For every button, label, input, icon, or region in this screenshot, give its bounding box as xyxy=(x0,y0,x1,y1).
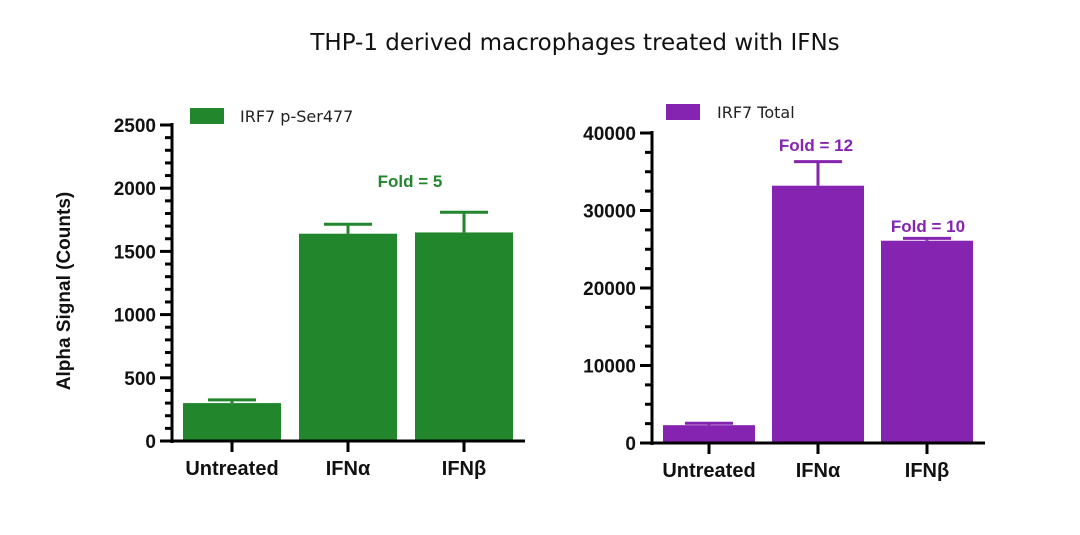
y-tick-label: 1000 xyxy=(114,306,156,327)
bar-Untreated xyxy=(183,403,281,441)
fold-annotation: Fold = 10 xyxy=(891,217,965,236)
y-tick-label: 500 xyxy=(124,369,156,390)
bar-chart-1: IRF7 p-Ser477 0 500 1000 1500 2000 2500 Untreat… xyxy=(54,107,525,480)
bar-chart-2: IRF7 Total 0 10000 20000 30000 40000 Untreated… xyxy=(583,103,985,482)
bar-IFNα xyxy=(772,185,864,443)
fold-annotation: Fold = 12 xyxy=(779,136,853,155)
chart-title: THP-1 derived macrophages treated with I… xyxy=(310,30,840,56)
bar-IFNα xyxy=(299,233,397,441)
fold-annotation: Fold = 5 xyxy=(378,172,443,191)
y-tick-label: 2500 xyxy=(114,116,156,137)
x-category-label: IFNβ xyxy=(442,458,486,480)
y-tick-label: 0 xyxy=(145,432,156,453)
y-axis-label: Alpha Signal (Counts) xyxy=(54,192,75,390)
x-category-label: Untreated xyxy=(185,458,278,480)
bar-IFNβ xyxy=(881,240,973,443)
legend-swatch xyxy=(190,108,224,124)
bar-Untreated xyxy=(663,425,755,443)
x-category-label: Untreated xyxy=(662,460,755,482)
legend-label: IRF7 Total xyxy=(717,103,795,122)
y-tick-label: 0 xyxy=(625,434,636,455)
x-category-label: IFNβ xyxy=(905,460,949,482)
y-tick-label: 40000 xyxy=(583,124,636,145)
bar-IFNβ xyxy=(415,232,513,441)
y-tick-label: 20000 xyxy=(583,279,636,300)
x-category-label: IFNα xyxy=(796,460,841,482)
y-tick-label: 30000 xyxy=(583,202,636,223)
x-category-label: IFNα xyxy=(326,458,371,480)
y-tick-label: 1500 xyxy=(114,242,156,263)
legend-swatch xyxy=(666,104,700,120)
legend-label: IRF7 p-Ser477 xyxy=(240,107,353,126)
y-tick-label: 10000 xyxy=(583,357,636,378)
y-tick-label: 2000 xyxy=(114,179,156,200)
